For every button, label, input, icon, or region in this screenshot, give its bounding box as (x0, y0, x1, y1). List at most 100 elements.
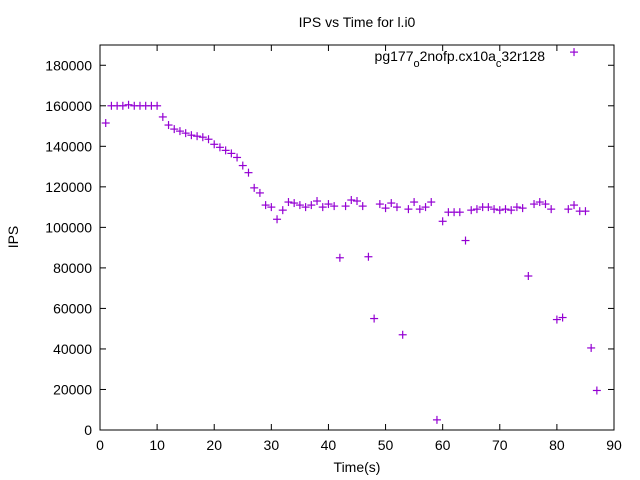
y-axis-label: IPS (5, 226, 21, 249)
data-point (255, 188, 264, 197)
y-tick-label: 20000 (53, 381, 92, 397)
data-point (330, 202, 339, 211)
axis-ticks (99, 45, 615, 431)
data-point (175, 127, 184, 136)
data-point (124, 100, 133, 109)
data-point (244, 168, 253, 177)
data-point (387, 199, 396, 208)
y-tick-label: 160000 (45, 98, 92, 114)
data-point (404, 205, 413, 214)
data-point (530, 200, 539, 209)
y-tick-label: 40000 (53, 341, 92, 357)
y-tick-label: 180000 (45, 57, 92, 73)
x-tick-label: 0 (96, 437, 104, 453)
data-point (461, 236, 470, 245)
plot-area (99, 44, 615, 431)
data-point (358, 202, 367, 211)
x-tick-label: 90 (606, 437, 622, 453)
data-point (318, 203, 327, 212)
data-point (501, 205, 510, 214)
y-tick-label: 100000 (45, 219, 92, 235)
data-point (198, 133, 207, 142)
x-tick-label: 20 (206, 437, 222, 453)
data-point (227, 149, 236, 158)
x-tick-label: 80 (549, 437, 565, 453)
data-point (547, 205, 556, 214)
data-point (541, 200, 550, 209)
x-tick-label: 30 (264, 437, 280, 453)
data-point (353, 197, 361, 206)
data-point (415, 205, 424, 214)
data-point (273, 215, 282, 224)
data-point (375, 200, 384, 209)
data-point (484, 203, 493, 212)
x-tick-label: 40 (321, 437, 337, 453)
data-point-outlier (570, 48, 579, 57)
y-tick-label: 0 (84, 422, 92, 438)
data-point (438, 217, 447, 226)
data-point (164, 121, 173, 130)
chart-title: IPS vs Time for l.i0 (299, 14, 416, 30)
data-point (364, 252, 373, 261)
x-tick-label: 10 (149, 437, 165, 453)
data-point (250, 183, 259, 192)
data-point (581, 207, 590, 216)
x-tick-label: 50 (378, 437, 394, 453)
data-points (101, 48, 601, 424)
data-point (432, 415, 441, 424)
data-point (535, 198, 544, 207)
data-point (187, 131, 196, 140)
data-point (592, 386, 601, 395)
data-point (193, 132, 202, 141)
data-point (261, 201, 270, 210)
data-point (170, 125, 179, 134)
data-point (507, 206, 516, 215)
data-point (570, 201, 579, 210)
data-point (204, 135, 213, 144)
data-point (410, 198, 419, 207)
data-point (118, 101, 127, 110)
data-point (495, 206, 504, 215)
data-point (295, 201, 304, 210)
data-point (284, 198, 293, 207)
data-point (278, 206, 287, 215)
data-point (587, 343, 596, 352)
data-point (101, 119, 110, 128)
x-axis-label: Time(s) (334, 459, 381, 475)
data-point (324, 200, 333, 209)
data-point (558, 313, 567, 322)
data-point (490, 205, 499, 214)
data-point (518, 204, 527, 213)
data-point (307, 201, 316, 210)
x-tick-label: 70 (492, 437, 508, 453)
data-point (467, 206, 476, 215)
data-point (421, 203, 430, 212)
y-tick-label: 120000 (45, 179, 92, 195)
data-point (290, 199, 299, 208)
legend-label: pg177o2nofp.cx10ac32r128 (375, 48, 546, 70)
y-tick-label: 140000 (45, 138, 92, 154)
data-point (381, 204, 390, 213)
data-point (233, 153, 242, 162)
data-point (301, 203, 310, 212)
data-point (564, 205, 573, 214)
data-point (398, 330, 407, 339)
data-point (341, 202, 350, 211)
data-point (181, 129, 190, 138)
data-point (427, 198, 436, 207)
data-point (552, 315, 561, 324)
data-point (267, 203, 276, 212)
data-point (370, 314, 379, 323)
data-point (238, 161, 247, 170)
y-tick-label: 80000 (53, 260, 92, 276)
data-point (524, 272, 533, 280)
data-point (215, 143, 224, 152)
data-point (210, 140, 219, 149)
y-tick-label: 60000 (53, 300, 92, 316)
data-point (512, 203, 521, 212)
data-point (158, 112, 167, 121)
data-point (221, 146, 230, 155)
data-point (455, 208, 464, 217)
x-tick-label: 60 (435, 437, 451, 453)
